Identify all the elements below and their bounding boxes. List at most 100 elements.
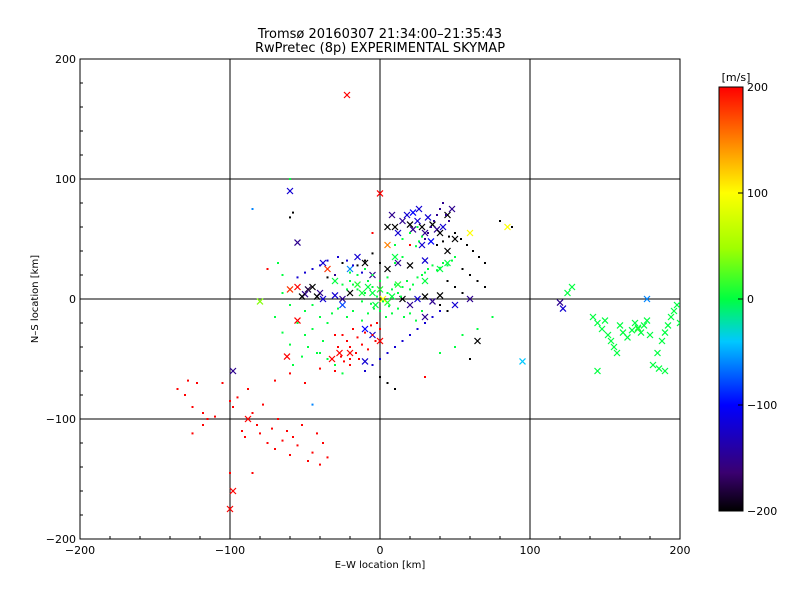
data-point-cross <box>388 211 396 219</box>
data-point-dot <box>415 245 417 248</box>
cross-stroke <box>667 313 675 321</box>
cross-stroke <box>613 349 621 357</box>
cross-stroke <box>436 229 444 237</box>
cross-stroke <box>406 261 414 269</box>
data-point-cross <box>244 415 252 423</box>
data-point-dot <box>352 310 354 312</box>
data-point-dot <box>370 324 372 327</box>
data-point-dot <box>346 316 348 318</box>
cross-stroke <box>331 277 339 285</box>
cross-stroke <box>418 223 426 231</box>
cross-stroke <box>640 321 648 329</box>
data-point-cross <box>664 321 672 329</box>
data-point-dot <box>431 316 434 318</box>
data-point-cross <box>399 217 406 225</box>
data-point-dot <box>364 370 366 372</box>
data-point-cross <box>424 213 432 221</box>
data-point-dot <box>296 276 299 279</box>
data-point-cross <box>414 295 421 303</box>
data-point-dot <box>256 424 258 426</box>
data-point-cross <box>309 283 316 291</box>
data-point-dot <box>236 396 239 399</box>
data-point-dot <box>427 268 429 270</box>
data-point-dot <box>316 432 318 435</box>
data-point-cross <box>673 301 680 309</box>
data-point-cross <box>358 289 366 297</box>
cross-stroke <box>427 237 435 245</box>
data-point-dot <box>247 388 249 390</box>
data-point-cross <box>406 221 414 229</box>
data-point-dot <box>319 264 321 267</box>
cross-stroke <box>421 257 429 265</box>
cross-stroke <box>364 283 372 291</box>
cross-stroke <box>286 285 294 293</box>
data-point-dot <box>334 334 336 336</box>
data-point-dot <box>326 276 329 279</box>
data-point-dot <box>251 412 254 414</box>
cross-stroke <box>649 361 657 369</box>
cross-stroke <box>628 326 636 334</box>
data-point-dot <box>397 307 399 310</box>
data-point-dot <box>469 358 471 360</box>
cross-stroke <box>361 325 369 333</box>
data-point-cross <box>286 285 294 293</box>
data-point-dot <box>409 244 411 246</box>
data-point-dot <box>304 334 306 336</box>
data-point-dot <box>409 334 411 336</box>
data-point-dot <box>461 334 464 336</box>
data-point-dot <box>341 262 344 264</box>
data-point-cross <box>384 241 391 249</box>
data-point-dot <box>358 358 360 360</box>
cross-stroke <box>429 297 436 305</box>
data-point-dot <box>361 319 363 322</box>
cross-stroke <box>421 313 429 321</box>
data-point-dot <box>430 226 432 228</box>
data-point-dot <box>361 343 363 346</box>
data-point-dot <box>221 382 224 384</box>
data-point-dot <box>436 269 438 272</box>
data-point-dot <box>202 412 204 414</box>
data-point-dot <box>340 355 342 358</box>
data-point-dot <box>364 259 366 262</box>
data-point-dot <box>361 271 363 274</box>
cross-stroke <box>283 353 291 361</box>
data-point-dot <box>445 214 447 216</box>
y-tick-label: −200 <box>46 533 76 546</box>
data-point-cross <box>601 317 609 325</box>
data-point-dot <box>361 300 363 303</box>
cross-stroke <box>474 337 481 345</box>
cross-stroke <box>229 487 237 495</box>
data-point-dot <box>446 280 449 282</box>
data-point-cross <box>418 223 426 231</box>
data-point-dot <box>322 442 324 444</box>
cross-stroke <box>394 281 402 289</box>
cross-stroke <box>361 357 369 365</box>
cross-stroke <box>358 289 366 297</box>
cross-stroke <box>346 265 354 273</box>
data-point-dot <box>367 312 369 315</box>
data-point-cross <box>655 365 663 373</box>
x-axis-label: E–W location [km] <box>335 560 426 571</box>
cross-stroke <box>643 295 651 303</box>
cross-stroke <box>607 337 615 345</box>
x-tick-label: −200 <box>65 544 95 557</box>
data-point-dot <box>341 334 344 336</box>
data-point-dot <box>266 442 269 444</box>
data-point-cross <box>361 357 369 365</box>
cross-stroke <box>354 253 361 261</box>
cross-stroke <box>601 317 609 325</box>
data-point-dot <box>322 340 324 342</box>
data-point-dot <box>349 271 351 274</box>
cross-stroke <box>294 239 301 247</box>
data-point-dot <box>461 268 464 270</box>
cross-stroke <box>466 295 474 303</box>
data-point-dot <box>379 262 381 264</box>
data-point-cross <box>339 301 346 309</box>
data-point-cross <box>354 253 361 261</box>
cross-stroke <box>379 295 387 303</box>
data-point-dot <box>460 238 462 240</box>
data-point-cross <box>354 281 361 289</box>
data-point-dot <box>259 432 261 435</box>
data-point-cross <box>643 317 651 325</box>
data-point-cross <box>361 259 369 267</box>
